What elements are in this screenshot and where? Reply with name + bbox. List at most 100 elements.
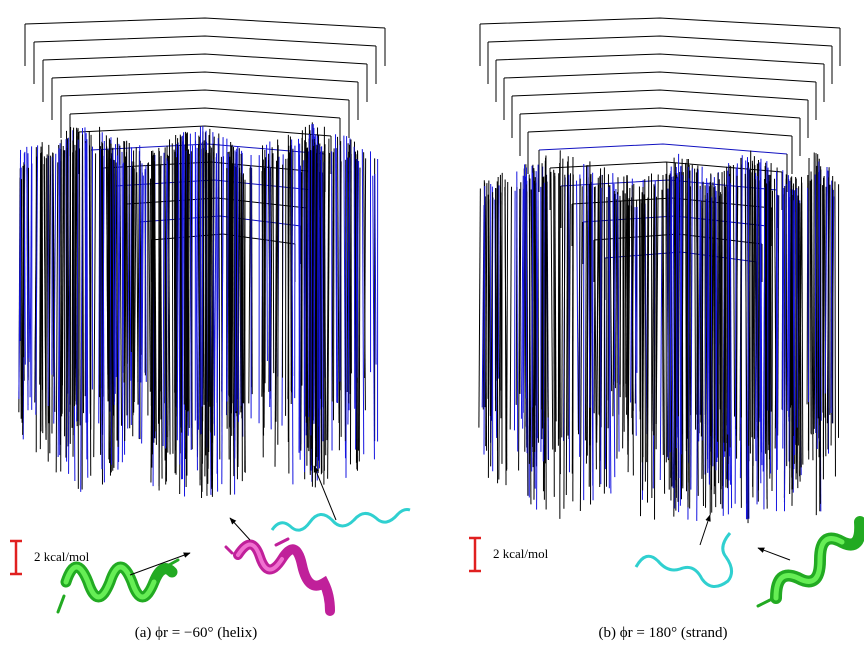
tree-branch xyxy=(231,148,235,477)
tree-branch xyxy=(525,175,528,454)
tree-branch xyxy=(335,134,338,403)
tree-branch xyxy=(518,188,521,471)
tree-branch xyxy=(171,143,174,454)
tree-branch xyxy=(61,150,65,386)
tree-branch xyxy=(327,152,330,479)
tree-branch xyxy=(136,172,139,405)
tree-branch xyxy=(576,180,579,431)
tree-level xyxy=(42,53,368,65)
tree-level xyxy=(78,125,332,137)
tree-branch xyxy=(593,186,596,414)
tree-branch xyxy=(162,152,165,446)
tree-branch xyxy=(39,153,42,385)
tree-branch xyxy=(331,152,334,402)
tree-branch xyxy=(550,171,554,450)
scale-label: 2 kcal/mol xyxy=(34,549,90,564)
tree-branch xyxy=(199,126,202,435)
tree-branch xyxy=(356,160,360,378)
tree-branch xyxy=(534,183,537,467)
strand-structure xyxy=(634,532,733,588)
tree-branch xyxy=(729,183,733,509)
tree-branch xyxy=(513,190,516,431)
tree-branch xyxy=(357,151,359,451)
tree-branch xyxy=(587,166,591,408)
tree-branch xyxy=(344,159,347,442)
disconnectivity-graph xyxy=(478,17,841,524)
tree-branch xyxy=(60,139,62,472)
tree-branch xyxy=(681,172,684,487)
tree-branch xyxy=(84,127,87,423)
tree-branch xyxy=(266,144,268,361)
tree-branch xyxy=(174,157,177,393)
tree-branch xyxy=(275,139,279,422)
tree-branch xyxy=(757,160,759,438)
tree-branch xyxy=(528,174,532,505)
tree-branch xyxy=(689,186,691,509)
tree-branch xyxy=(79,148,81,426)
tree-branch xyxy=(561,158,564,438)
tree-branch xyxy=(834,181,836,477)
tree-branch xyxy=(175,138,179,417)
tree-branch xyxy=(644,179,646,482)
tree-level xyxy=(479,17,841,29)
tree-level xyxy=(51,71,359,83)
tree-branch xyxy=(481,205,485,408)
tree-branch xyxy=(21,179,23,423)
tree-branch xyxy=(718,179,720,484)
tree-branch xyxy=(218,133,221,460)
tree-branch xyxy=(782,188,785,449)
tree-branch xyxy=(287,134,290,474)
tree-level xyxy=(495,53,825,65)
tree-branch xyxy=(520,175,524,419)
tree-branch xyxy=(232,146,236,441)
tree-branch xyxy=(763,186,766,510)
tree-level xyxy=(90,143,326,155)
tree-branch xyxy=(694,168,697,430)
tree-branch xyxy=(313,143,316,424)
tree-branch xyxy=(310,124,313,436)
tree-branch xyxy=(311,142,314,395)
tree-branch xyxy=(308,133,310,417)
tree-branch xyxy=(299,165,301,411)
tree-branch xyxy=(704,199,707,475)
tree-branch xyxy=(167,155,171,455)
tree-branch xyxy=(26,169,29,411)
tree-branch xyxy=(509,186,512,430)
tree-branch xyxy=(326,138,330,441)
tree-branch xyxy=(65,147,68,458)
tree-branch xyxy=(736,175,738,459)
disconnectivity-graph xyxy=(18,17,386,498)
tree-branch xyxy=(752,156,755,487)
tree-branch xyxy=(322,151,325,471)
tree-branch xyxy=(76,139,79,422)
strand-structure xyxy=(270,508,411,532)
tree-branch xyxy=(705,192,708,508)
tree-level xyxy=(102,161,320,173)
tree-branch xyxy=(303,160,305,473)
tree-branch xyxy=(744,173,748,504)
tree-branch xyxy=(345,136,348,478)
tree-branch xyxy=(306,155,309,448)
tree-branch xyxy=(630,205,634,411)
tree-branch xyxy=(107,149,111,464)
scale-bar xyxy=(10,539,22,576)
tree-branch xyxy=(226,153,229,402)
tree-branch xyxy=(579,186,583,511)
tree-branch xyxy=(323,162,327,456)
tree-branch xyxy=(130,161,133,352)
tree-branch xyxy=(100,150,103,485)
tree-branch xyxy=(504,179,507,486)
tree-branch xyxy=(600,174,603,428)
tree-branch xyxy=(337,136,340,424)
tree-branch xyxy=(506,181,509,471)
tree-branch xyxy=(823,176,827,457)
tree-branch xyxy=(190,151,193,450)
tree-branch xyxy=(34,156,38,403)
tree-branch xyxy=(710,187,714,490)
tree-branch xyxy=(811,179,814,461)
tree-branch xyxy=(93,153,97,458)
tree-branch xyxy=(202,140,205,422)
tree-branch xyxy=(533,168,536,452)
tree-branch xyxy=(695,172,699,424)
tree-branch xyxy=(239,167,242,413)
